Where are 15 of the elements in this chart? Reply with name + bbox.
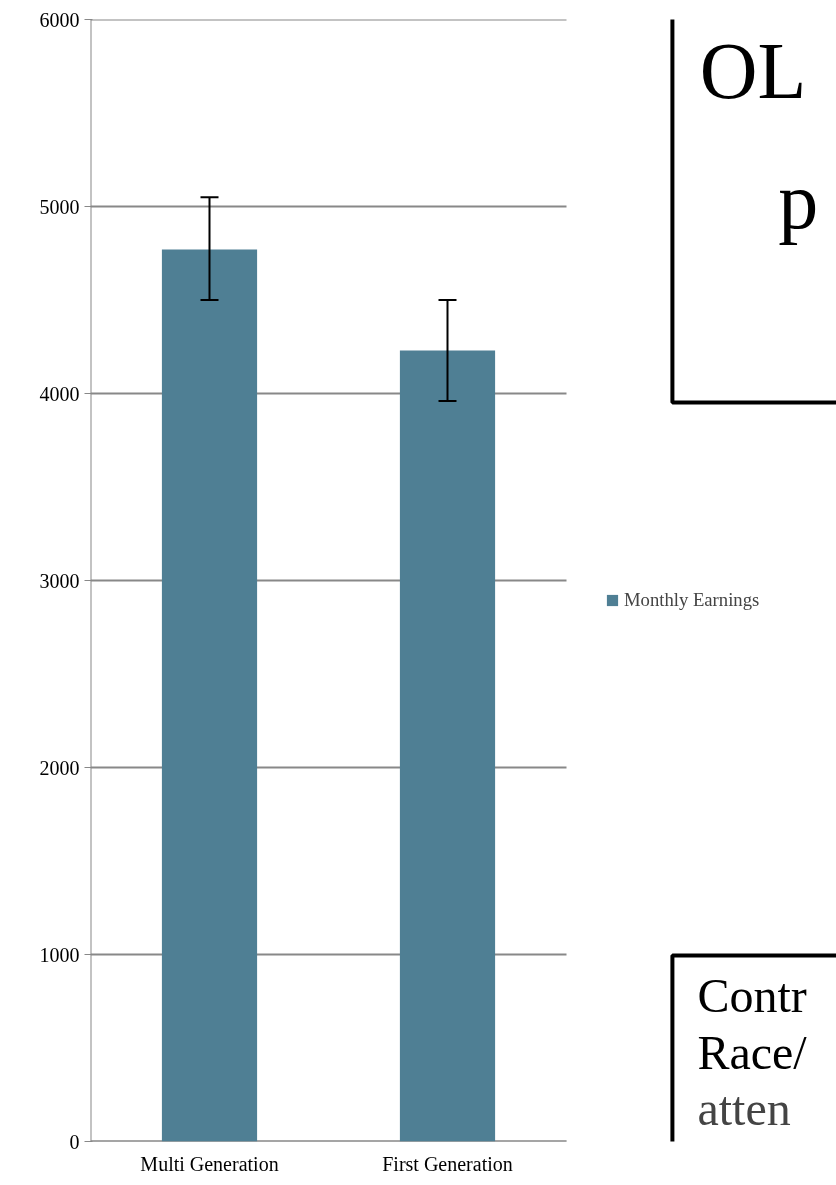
y-tick-label: 0 (69, 1130, 80, 1153)
text: Contr (697, 968, 807, 1022)
text: atten (697, 1082, 791, 1136)
y-tick-label: 2000 (39, 756, 80, 779)
y-tick-label: 3000 (39, 569, 80, 592)
x-tick-label: Multi Generation (140, 1152, 279, 1175)
text: OL (699, 26, 807, 115)
y-tick-label: 4000 (39, 382, 80, 405)
text: p (778, 157, 819, 246)
text: Race/ (697, 1025, 808, 1079)
y-tick-label: 1000 (39, 943, 80, 966)
y-tick-label: 6000 (39, 8, 80, 31)
legend-label: Monthly Earnings (624, 589, 760, 611)
x-tick-label: First Generation (382, 1152, 513, 1175)
y-tick-label: 5000 (39, 195, 80, 218)
